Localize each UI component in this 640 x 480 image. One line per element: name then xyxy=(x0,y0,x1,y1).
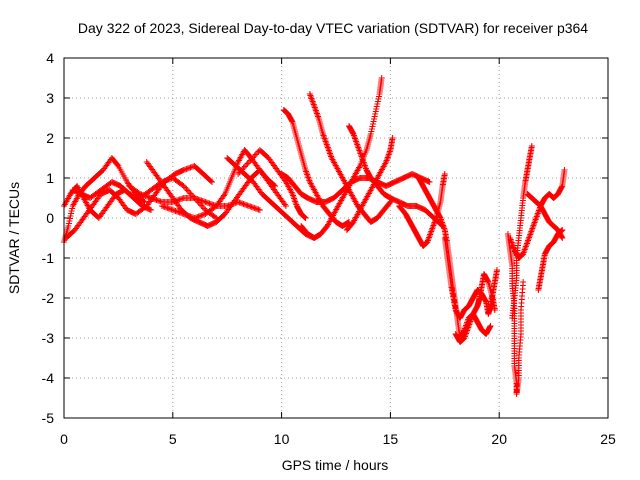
data-point xyxy=(207,178,214,184)
series-track-19 xyxy=(452,271,498,345)
data-point xyxy=(389,135,396,141)
x-tick-label: 0 xyxy=(60,431,68,447)
y-tick-label: -2 xyxy=(42,290,55,306)
data-point xyxy=(148,207,155,213)
data-point xyxy=(272,183,279,189)
data-point xyxy=(558,184,565,190)
data-point xyxy=(559,235,566,241)
y-tick-label: -5 xyxy=(42,410,55,426)
x-tick-label: 25 xyxy=(600,431,616,447)
data-point xyxy=(561,167,568,173)
series-track-08 xyxy=(224,155,318,241)
data-point xyxy=(302,215,309,221)
grid-lines xyxy=(64,58,608,418)
series-track-12 xyxy=(306,91,394,225)
x-tick-label: 15 xyxy=(383,431,399,447)
x-axis-label: GPS time / hours xyxy=(282,457,389,473)
series-track-06 xyxy=(158,147,279,221)
x-tick-label: 5 xyxy=(169,431,177,447)
y-tick-label: -1 xyxy=(42,250,55,266)
series-track-15 xyxy=(343,135,396,233)
plot-frame xyxy=(63,57,609,419)
data-point xyxy=(282,203,289,209)
data-point xyxy=(484,278,491,284)
y-tick-label: 4 xyxy=(46,50,54,66)
data-point xyxy=(140,198,147,204)
data-point xyxy=(378,75,385,81)
data-point xyxy=(558,234,565,240)
data-points xyxy=(61,75,568,397)
data-point xyxy=(487,323,494,329)
series-track-09 xyxy=(235,147,309,221)
data-point xyxy=(426,179,433,185)
y-tick-label: -3 xyxy=(42,330,55,346)
data-point xyxy=(256,207,263,213)
data-point xyxy=(494,267,501,273)
data-point xyxy=(491,307,498,313)
x-tick-label: 10 xyxy=(274,431,290,447)
data-point xyxy=(528,143,535,149)
chart-title: Day 322 of 2023, Sidereal Day-to-day VTE… xyxy=(78,20,588,36)
data-point xyxy=(441,171,448,177)
x-tick-label: 20 xyxy=(491,431,507,447)
series-track-24 xyxy=(535,227,566,293)
y-tick-label: 2 xyxy=(46,130,54,146)
y-tick-label: -4 xyxy=(42,370,55,386)
y-axis-label: SDTVAR / TECUs xyxy=(6,182,22,294)
y-tick-label: 1 xyxy=(46,170,54,186)
y-tick-label: 0 xyxy=(46,210,54,226)
data-point xyxy=(211,214,218,220)
data-point xyxy=(288,118,295,124)
data-point xyxy=(386,200,393,206)
series-track-07 xyxy=(126,183,263,213)
data-point xyxy=(270,182,277,188)
data-point xyxy=(559,227,566,233)
y-tick-label: 3 xyxy=(46,90,54,106)
data-point xyxy=(208,179,215,185)
data-point xyxy=(520,279,527,285)
data-point xyxy=(486,324,493,330)
